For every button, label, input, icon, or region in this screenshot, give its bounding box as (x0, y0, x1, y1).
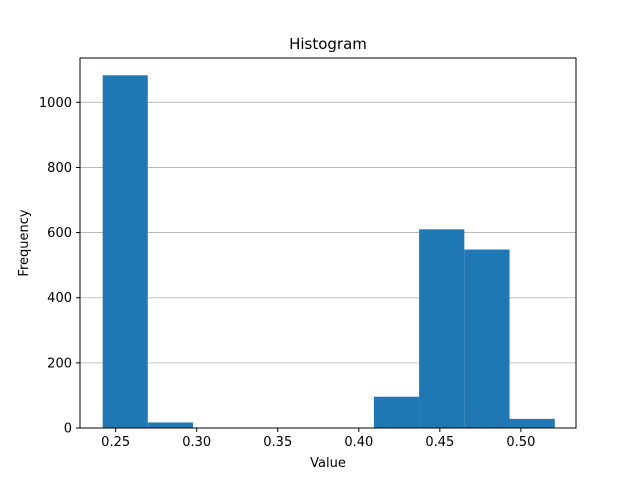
y-tick-label: 1000 (39, 96, 72, 111)
y-tick-label: 800 (47, 161, 72, 176)
histogram-bar (102, 75, 148, 428)
plot-frame (79, 57, 577, 429)
histogram-bar (147, 422, 193, 428)
histogram-bar (509, 418, 555, 428)
x-tick-label: 0.40 (344, 435, 373, 450)
histogram-bar (419, 229, 465, 428)
y-axis-label: Frequency (17, 209, 32, 276)
x-axis-ticks: 0.25 0.30 0.35 0.40 0.45 0.50 (101, 428, 535, 450)
chart-title: Histogram (289, 35, 367, 53)
x-tick-label: 0.35 (263, 435, 292, 450)
y-tick-label: 600 (47, 226, 72, 241)
y-tick-label: 400 (47, 291, 72, 306)
bars-layer (102, 75, 555, 428)
y-tick-label: 200 (47, 356, 72, 371)
x-tick-label: 0.45 (425, 435, 454, 450)
histogram-bar (373, 396, 420, 428)
y-axis-ticks: 0 200 400 600 800 1000 (39, 96, 80, 437)
x-axis-label: Value (310, 456, 346, 471)
y-tick-label: 0 (64, 422, 72, 437)
x-tick-label: 0.30 (182, 435, 211, 450)
histogram-bar (464, 249, 510, 428)
x-tick-label: 0.50 (506, 435, 535, 450)
x-tick-label: 0.25 (101, 435, 130, 450)
